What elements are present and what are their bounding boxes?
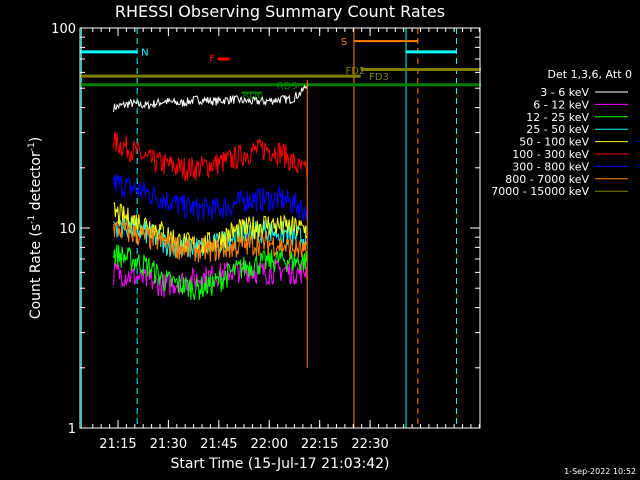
y-axis-label-tail: detector <box>28 151 44 215</box>
legend-label: 800 - 7000 keV <box>505 173 589 186</box>
series-trace-4 <box>113 201 308 256</box>
x-tick-label: 21:15 <box>99 437 136 452</box>
annotation-label-fd2: FD2 <box>346 66 366 77</box>
series-layer <box>113 79 308 368</box>
annotation-label-n: N <box>141 47 148 58</box>
annotation-label-s: S <box>341 37 347 48</box>
y-tick-label: 1 <box>68 422 76 437</box>
annotation-label-fd3: FD3 <box>369 72 389 83</box>
legend-label: 25 - 50 keV <box>526 123 589 136</box>
legend-label: 100 - 300 keV <box>512 148 589 161</box>
y-axis-label-sup2: -1 <box>27 142 37 151</box>
annotation-label-f: F <box>209 53 215 64</box>
x-axis-label: Start Time (15-Jul-17 21:03:42) <box>170 456 389 472</box>
series-trace-5 <box>113 131 308 182</box>
annotation-label-rd6: RD6 <box>242 90 263 101</box>
x-tick-label: 22:00 <box>251 437 288 452</box>
series-trace-2 <box>113 244 308 301</box>
legend-label: 7000 - 15000 keV <box>491 185 589 198</box>
timestamp: 1-Sep-2022 10:52 <box>564 467 636 476</box>
series-trace-6 <box>113 173 308 222</box>
y-axis-label: Count Rate (s-1 detector-1) <box>27 137 44 319</box>
axis-ticks: 21:15 21:30 21:45 22:00 22:15 22:30 1 10 100 <box>51 22 480 452</box>
series-trace-1 <box>113 258 308 298</box>
legend-label: 12 - 25 keV <box>526 111 589 124</box>
series-trace-0 <box>113 84 308 113</box>
y-tick-label: 100 <box>51 22 76 37</box>
series-trace-7 <box>113 219 308 263</box>
x-tick-label: 22:15 <box>301 437 338 452</box>
y-axis-label-end: ) <box>28 137 44 142</box>
legend-label: 6 - 12 keV <box>533 98 589 111</box>
x-tick-label: 21:30 <box>150 437 187 452</box>
legend-label: 50 - 100 keV <box>519 136 589 149</box>
annotation-label-rd9: RD9 <box>277 81 298 92</box>
legend-label: 3 - 6 keV <box>540 86 589 99</box>
x-tick-label: 22:30 <box>351 437 388 452</box>
y-axis-label-sup: -1 <box>27 215 37 224</box>
y-tick-label: 10 <box>59 222 76 237</box>
x-tick-label: 21:45 <box>200 437 237 452</box>
chart-title: RHESSI Observing Summary Count Rates <box>115 2 445 21</box>
legend-header: Det 1,3,6, Att 0 <box>548 68 632 81</box>
legend-label: 300 - 800 keV <box>512 160 589 173</box>
y-axis-label-main: Count Rate (s <box>28 224 44 319</box>
